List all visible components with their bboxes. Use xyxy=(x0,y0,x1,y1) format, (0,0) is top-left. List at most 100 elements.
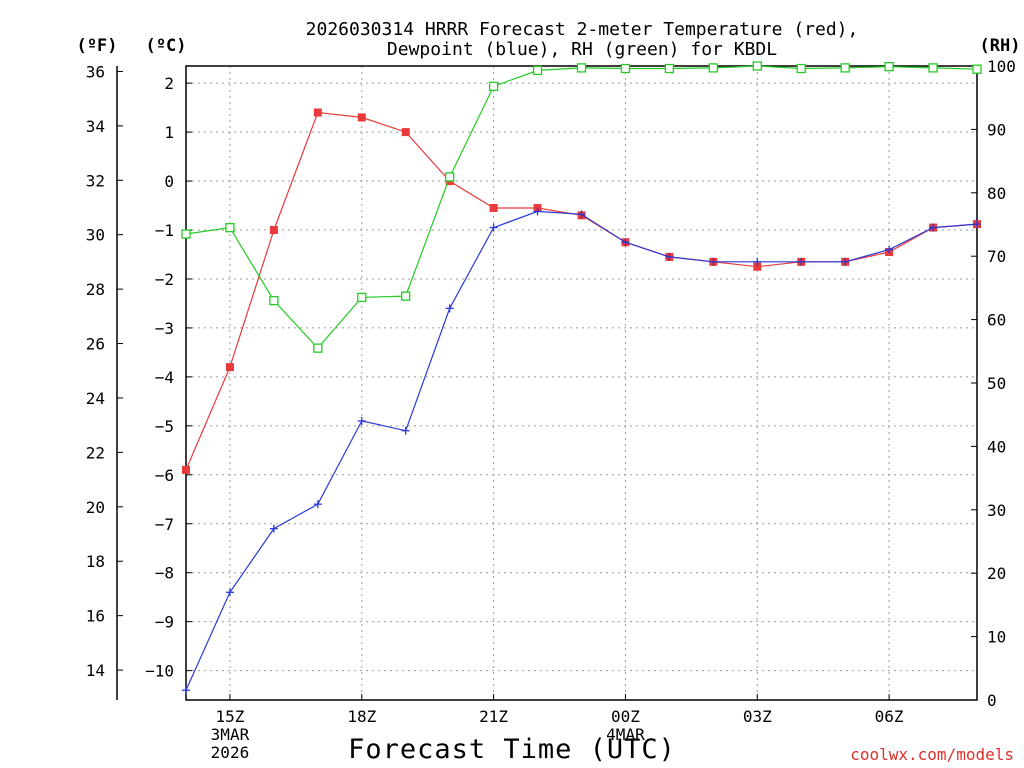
x-tick-date-label: 3MAR xyxy=(211,725,250,744)
credit-text: coolwx.com/models xyxy=(850,745,1014,764)
x-axis-title: Forecast Time (UTC) xyxy=(348,734,676,765)
rh-point xyxy=(181,229,191,239)
rh-point xyxy=(445,172,455,182)
rh-point xyxy=(269,295,279,306)
fahrenheit-tick-label: 34 xyxy=(86,117,105,136)
fahrenheit-tick-label: 28 xyxy=(86,280,105,299)
plot-frame xyxy=(185,65,978,701)
rh-point xyxy=(928,63,938,73)
x-tick-label: 00Z xyxy=(611,707,640,726)
fahrenheit-tick-label: 22 xyxy=(86,443,105,462)
rh-tick-label: 40 xyxy=(987,437,1006,456)
dewpoint-point xyxy=(797,257,806,266)
rh-point xyxy=(840,63,850,73)
dewpoint-point xyxy=(313,500,322,509)
celsius-tick-label: −1 xyxy=(155,221,174,240)
x-tick-label: 03Z xyxy=(743,707,772,726)
rh-tick-label: 100 xyxy=(987,57,1016,76)
temperature-point xyxy=(313,108,322,117)
temperature-point xyxy=(753,262,762,271)
dewpoint-point xyxy=(445,304,454,313)
rh-point xyxy=(664,63,675,74)
fahrenheit-tick-label: 16 xyxy=(86,607,105,626)
rh-tick-label: 0 xyxy=(987,691,997,710)
celsius-axis-unit: (ºC) xyxy=(146,36,187,56)
rh-tick-label: 20 xyxy=(987,564,1006,583)
axes: −10−9−8−7−6−5−4−3−2−10121416182022242628… xyxy=(86,57,1016,762)
temperature-point xyxy=(269,226,278,235)
celsius-tick-label: −9 xyxy=(155,613,174,632)
rh-tick-label: 70 xyxy=(987,247,1006,266)
x-tick-label: 06Z xyxy=(875,707,904,726)
fahrenheit-tick-label: 36 xyxy=(86,62,105,81)
dewpoint-point xyxy=(489,223,498,232)
rh-tick-label: 80 xyxy=(987,184,1006,203)
rh-point xyxy=(708,63,718,73)
temperature-point xyxy=(489,203,498,212)
fahrenheit-tick-label: 32 xyxy=(86,171,105,190)
x-tick-label: 21Z xyxy=(479,707,508,726)
dewpoint-point xyxy=(709,257,718,266)
dewpoint-point xyxy=(665,252,674,261)
dewpoint-point xyxy=(182,686,190,695)
chart-title-line2: Dewpoint (blue), RH (green) for KBDL xyxy=(387,39,777,60)
x-tick-year-label: 2026 xyxy=(211,743,250,762)
fahrenheit-tick-label: 20 xyxy=(86,498,105,517)
x-tick-label: 18Z xyxy=(347,707,376,726)
fahrenheit-tick-label: 18 xyxy=(86,552,105,571)
dewpoint-point xyxy=(269,524,278,533)
rh-point xyxy=(752,61,762,71)
temperature-point xyxy=(225,363,234,372)
dewpoint-point xyxy=(621,238,630,247)
rh-point xyxy=(357,292,367,303)
celsius-tick-label: −6 xyxy=(155,466,174,485)
fahrenheit-tick-label: 24 xyxy=(86,389,105,408)
celsius-tick-label: −8 xyxy=(155,564,174,583)
rh-series-line xyxy=(185,65,978,349)
rh-point xyxy=(884,61,894,72)
celsius-tick-label: −10 xyxy=(145,662,174,681)
rh-point xyxy=(401,291,411,301)
grid xyxy=(186,66,977,700)
dewpoint-point xyxy=(885,245,894,254)
celsius-tick-label: −2 xyxy=(155,270,174,289)
temperature-point xyxy=(357,113,366,122)
dewpoint-point xyxy=(929,223,938,232)
rh-point xyxy=(488,81,499,91)
fahrenheit-tick-label: 26 xyxy=(86,335,105,354)
celsius-tick-label: −7 xyxy=(155,515,174,534)
dewpoint-point xyxy=(753,257,762,266)
x-tick-date-label: 4MAR xyxy=(606,725,645,744)
chart-title-line1: 2026030314 HRRR Forecast 2-meter Tempera… xyxy=(306,19,859,40)
dewpoint-point xyxy=(841,257,850,266)
rh-tick-label: 60 xyxy=(987,311,1006,330)
dewpoint-series-line xyxy=(185,210,978,691)
rh-point xyxy=(796,63,806,74)
temperature-series-line xyxy=(185,111,978,471)
rh-point xyxy=(972,64,982,74)
rh-tick-label: 90 xyxy=(987,120,1006,139)
fahrenheit-axis-unit: (ºF) xyxy=(77,36,118,56)
celsius-tick-label: 1 xyxy=(164,123,174,142)
celsius-tick-label: −5 xyxy=(155,417,174,436)
rh-point xyxy=(532,65,543,76)
series xyxy=(181,61,982,695)
celsius-tick-label: −4 xyxy=(155,368,174,387)
temperature-point xyxy=(182,465,190,474)
fahrenheit-tick-label: 30 xyxy=(86,226,105,245)
celsius-tick-label: 0 xyxy=(164,172,174,191)
celsius-tick-label: 2 xyxy=(164,74,174,93)
rh-tick-label: 30 xyxy=(987,501,1006,520)
rh-point xyxy=(313,343,323,353)
rh-axis-unit: (RH) xyxy=(980,36,1021,56)
rh-tick-label: 10 xyxy=(987,628,1006,647)
rh-point xyxy=(620,63,631,74)
dewpoint-point xyxy=(357,416,366,425)
dewpoint-point xyxy=(577,210,586,219)
dewpoint-point xyxy=(973,220,981,229)
fahrenheit-tick-label: 14 xyxy=(86,661,105,680)
rh-point xyxy=(576,63,587,73)
dewpoint-point xyxy=(225,588,234,597)
temperature-point xyxy=(401,128,410,137)
